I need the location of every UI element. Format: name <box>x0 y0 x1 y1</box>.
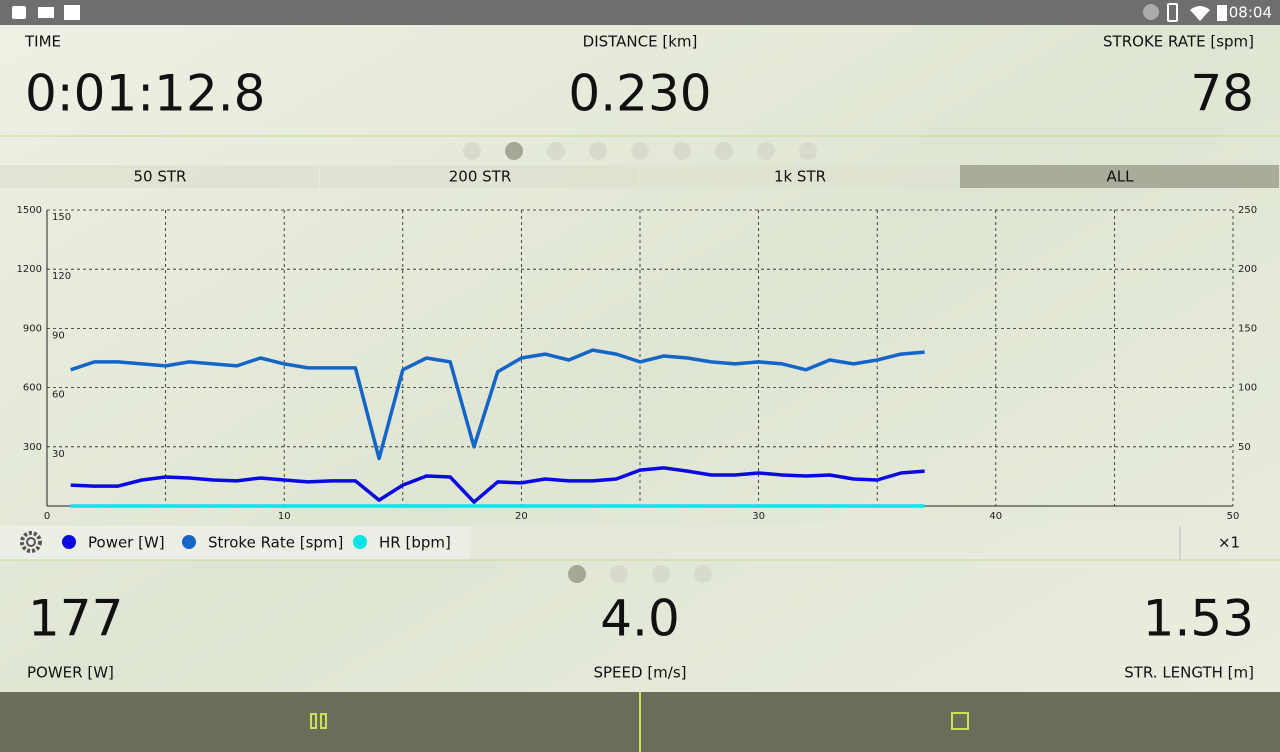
y-tick-label: 600 <box>23 383 42 394</box>
page-dot <box>631 142 649 160</box>
x-tick-label: 0 <box>44 511 50 522</box>
y3-tick-label: 120 <box>52 271 71 282</box>
tab[interactable] <box>320 165 639 188</box>
stop-button[interactable] <box>951 712 969 730</box>
legend-dot <box>182 535 196 549</box>
page-dot <box>673 142 691 160</box>
page-dot <box>568 565 586 583</box>
metric-value: 0.230 <box>568 65 711 123</box>
page-dot <box>799 142 817 160</box>
tab-label: 200 STR <box>449 168 512 186</box>
status-bar <box>0 0 1280 25</box>
x-tick-label: 20 <box>515 511 528 522</box>
tab[interactable] <box>0 165 319 188</box>
page-dot <box>694 565 712 583</box>
y3-tick-label: 60 <box>52 390 65 401</box>
legend-label: HR [bpm] <box>379 534 451 552</box>
series-line <box>70 348 925 461</box>
y2-tick-label: 150 <box>1238 323 1257 334</box>
metric-value: 78 <box>1190 65 1254 123</box>
tab[interactable] <box>640 165 959 188</box>
metric-label: STR. LENGTH [m] <box>1124 664 1254 682</box>
legend-label: Stroke Rate [spm] <box>208 534 343 552</box>
tab-label: ALL <box>1107 168 1135 186</box>
metric-value: 177 <box>28 590 123 648</box>
legend-label: Power [W] <box>88 534 165 552</box>
x-tick-label: 10 <box>278 511 291 522</box>
y3-tick-label: 150 <box>52 212 71 223</box>
metric-label: POWER [W] <box>27 664 114 682</box>
tab-label: 1k STR <box>774 168 826 186</box>
y3-tick-label: 90 <box>52 330 65 341</box>
x-tick-label: 30 <box>752 511 765 522</box>
page-dot <box>547 142 565 160</box>
metric-label: DISTANCE [km] <box>583 33 698 51</box>
legend-dot <box>353 535 367 549</box>
y2-tick-label: 100 <box>1238 383 1257 394</box>
page-dot <box>652 565 670 583</box>
y-tick-label: 900 <box>23 323 42 334</box>
status-icons <box>12 3 1227 22</box>
x-tick-label: 50 <box>1227 511 1240 522</box>
zoom-label[interactable]: ×1 <box>1218 534 1240 552</box>
tab[interactable] <box>960 165 1279 188</box>
page-dot <box>757 142 775 160</box>
clock: 08:04 <box>1229 4 1272 22</box>
series-line <box>70 466 925 504</box>
y-tick-label: 300 <box>23 442 42 453</box>
legend-bar-right <box>470 526 1280 560</box>
legend-dot <box>62 535 76 549</box>
metric-value: 4.0 <box>600 590 680 648</box>
metric-value: 0:01:12.8 <box>25 65 265 123</box>
y2-tick-label: 250 <box>1238 205 1257 216</box>
y-tick-label: 1500 <box>17 205 42 216</box>
metric-label: TIME <box>24 33 61 51</box>
page-dot <box>715 142 733 160</box>
y3-tick-label: 30 <box>52 449 65 460</box>
page-dot <box>589 142 607 160</box>
page-dot <box>610 565 628 583</box>
y2-tick-label: 200 <box>1238 264 1257 275</box>
y-tick-label: 1200 <box>17 264 42 275</box>
tab-label: 50 STR <box>134 168 187 186</box>
x-tick-label: 40 <box>989 511 1002 522</box>
page-dot <box>463 142 481 160</box>
legend-bar <box>0 526 470 560</box>
metric-label: SPEED [m/s] <box>593 664 686 682</box>
pause-button[interactable] <box>310 713 327 729</box>
metric-label: STROKE RATE [spm] <box>1103 33 1254 51</box>
metric-value: 1.53 <box>1143 590 1254 648</box>
page-dot <box>505 142 523 160</box>
gear-icon[interactable] <box>20 531 42 553</box>
y2-tick-label: 50 <box>1238 442 1251 453</box>
